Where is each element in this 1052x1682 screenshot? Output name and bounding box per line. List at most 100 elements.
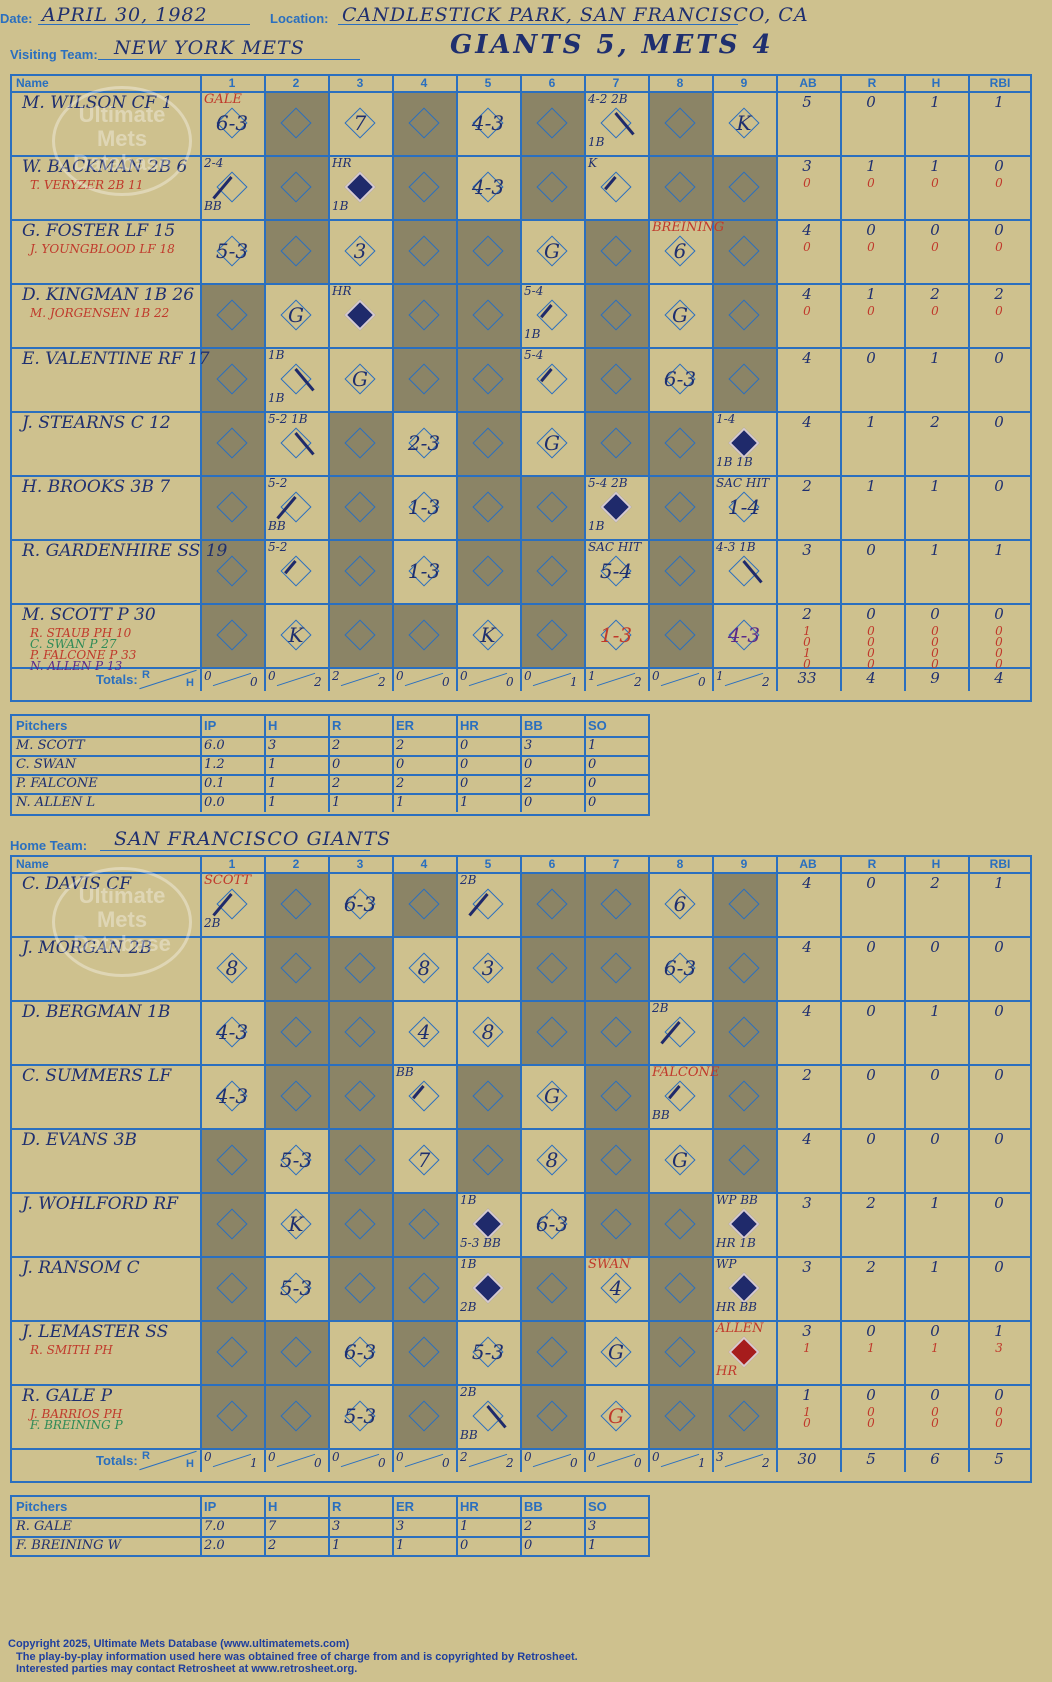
visitors-totals-slash — [596, 672, 636, 687]
home-stat-r: 2 — [866, 1194, 876, 1212]
visitors-play-note: 5-4 — [524, 348, 544, 362]
home-stat-header-rbi: RBI — [989, 857, 1011, 871]
visitor-pitchers-col-divider — [584, 716, 586, 812]
visitors-shade-cell — [264, 155, 328, 219]
visitors-play-result: 4-3 — [471, 111, 505, 135]
visitors-inning-hits: 2 — [378, 675, 386, 689]
home-shade-cell — [584, 872, 648, 936]
home-col-divider — [200, 857, 202, 1472]
home-substitute-name: F. BREINING P — [30, 1418, 123, 1432]
home-team-name: SAN FRANCISCO GIANTS — [114, 828, 392, 850]
visitors-row-divider — [12, 539, 1030, 541]
visitors-play-result: G — [288, 303, 304, 327]
home-pitchers-cell: 3 — [332, 1519, 341, 1534]
visitors-inning-header-6: 6 — [548, 76, 556, 90]
home-stat-r: 0 — [866, 1322, 876, 1340]
home-shade-cell — [264, 872, 328, 936]
home-shade-cell — [200, 1128, 264, 1192]
visitors-shade-cell — [200, 283, 264, 347]
home-stat-h: 1 — [930, 1258, 940, 1276]
visitors-stat-r: 0 — [866, 93, 876, 111]
visitor-pitchers-cell: M. SCOTT — [16, 738, 85, 753]
visitors-shade-cell — [520, 539, 584, 603]
home-play-note: SWAN — [588, 1257, 631, 1272]
home-shade-cell — [200, 1256, 264, 1320]
home-play-note: 2B — [460, 1300, 477, 1314]
visitors-total-r: 4 — [866, 669, 876, 687]
visitors-total-rbi: 4 — [994, 669, 1004, 687]
home-stat-h: 0 — [930, 938, 940, 956]
visitors-sub-stat: 0 — [867, 657, 875, 671]
visitors-play-result: K — [480, 623, 496, 647]
visitors-stat-rbi: 0 — [994, 349, 1004, 367]
home-total-ab: 30 — [797, 1450, 817, 1468]
visitors-play-note: HR — [332, 284, 352, 298]
home-play-note: BB — [460, 1428, 478, 1442]
home-shade-cell — [264, 1320, 328, 1384]
visitor-pitchers-cell: P. FALCONE — [16, 776, 98, 791]
visitors-basepath-diamond — [728, 427, 760, 459]
visitors-shade-cell — [456, 539, 520, 603]
home-inning-runs: 2 — [460, 1450, 468, 1464]
location-label: Location: — [270, 11, 329, 26]
home-inning-header-7: 7 — [612, 857, 620, 871]
home-pitchers-table: Pitchers IP H R ER HR BB SO R. GALE 7.0 7 3 3 1 2 3 F. B… — [10, 1495, 650, 1557]
visitors-sub-stat: 0 — [867, 240, 875, 254]
home-stat-h: 0 — [930, 1322, 940, 1340]
visitors-play-result: K — [736, 111, 752, 135]
visitor-pitchers-cell: 0 — [524, 757, 533, 772]
home-stat-h: 2 — [930, 874, 940, 892]
home-stat-r: 0 — [866, 1066, 876, 1084]
visitors-sub-stat: 0 — [931, 624, 939, 638]
home-stat-h: 0 — [930, 1130, 940, 1148]
visitors-sub-stat: 0 — [803, 176, 811, 190]
visitor-pitchers-col-divider — [392, 716, 394, 812]
visitor-pitchers-row-divider — [12, 793, 648, 795]
home-inning-hits: 0 — [378, 1456, 386, 1470]
home-play-result: 5-3 — [471, 1340, 505, 1364]
home-play-result: G — [608, 1404, 624, 1428]
home-shade-cell — [328, 1000, 392, 1064]
home-totals-slash — [660, 1453, 700, 1468]
visitors-play-result: 1-3 — [599, 623, 633, 647]
visitor-pitchers-header-ip: IP — [204, 718, 217, 733]
ultimate-mets-watermark: Ultimate Mets Database — [52, 86, 192, 196]
visitors-inning-header-4: 4 — [420, 76, 428, 90]
visitors-sub-stat: 0 — [803, 635, 811, 649]
home-stat-h: 0 — [930, 1066, 940, 1084]
visitors-play-result: 5-3 — [215, 239, 249, 263]
visitors-play-result: 4-3 — [727, 623, 761, 647]
home-stat-rbi: 0 — [994, 1066, 1004, 1084]
visitors-sub-stat: 0 — [995, 240, 1003, 254]
home-col-divider — [584, 857, 586, 1472]
visitors-sub-stat: 0 — [867, 304, 875, 318]
visitors-play-result: 1-3 — [407, 495, 441, 519]
visitors-shade-cell — [712, 219, 776, 283]
home-shade-cell — [328, 1128, 392, 1192]
home-inning-header-3: 3 — [356, 857, 364, 871]
home-play-result: 6-3 — [663, 956, 697, 980]
visitors-shade-cell — [456, 347, 520, 411]
visitors-play-result: 5-4 — [599, 559, 633, 583]
visitors-stat-ab: 4 — [802, 413, 812, 431]
home-row-divider — [12, 1448, 1030, 1450]
home-pitchers-row-divider — [12, 1536, 648, 1538]
visitors-stat-header-r: R — [867, 76, 877, 90]
home-totals-slash — [468, 1453, 508, 1468]
home-inning-header-5: 5 — [484, 857, 492, 871]
visitor-pitchers-header-r: R — [332, 718, 342, 733]
home-shade-cell — [520, 1384, 584, 1448]
watermark-text: Mets — [96, 907, 148, 932]
home-stat-ab: 4 — [802, 1130, 812, 1148]
visitors-play-note: 5-2 1B — [268, 412, 308, 426]
home-sub-stat: 0 — [995, 1416, 1003, 1430]
home-stat-ab: 4 — [802, 1002, 812, 1020]
visitor-pitchers-cell: 1 — [396, 795, 405, 810]
visitors-shade-cell — [648, 411, 712, 475]
home-player-name: D. EVANS 3B — [22, 1130, 137, 1150]
home-basepath-diamond — [728, 1208, 760, 1240]
visiting-underline — [98, 59, 360, 60]
visitors-play-result: G — [352, 367, 368, 391]
home-inning-runs: 3 — [716, 1450, 724, 1464]
visitor-pitchers-cell: N. ALLEN L — [16, 795, 96, 810]
